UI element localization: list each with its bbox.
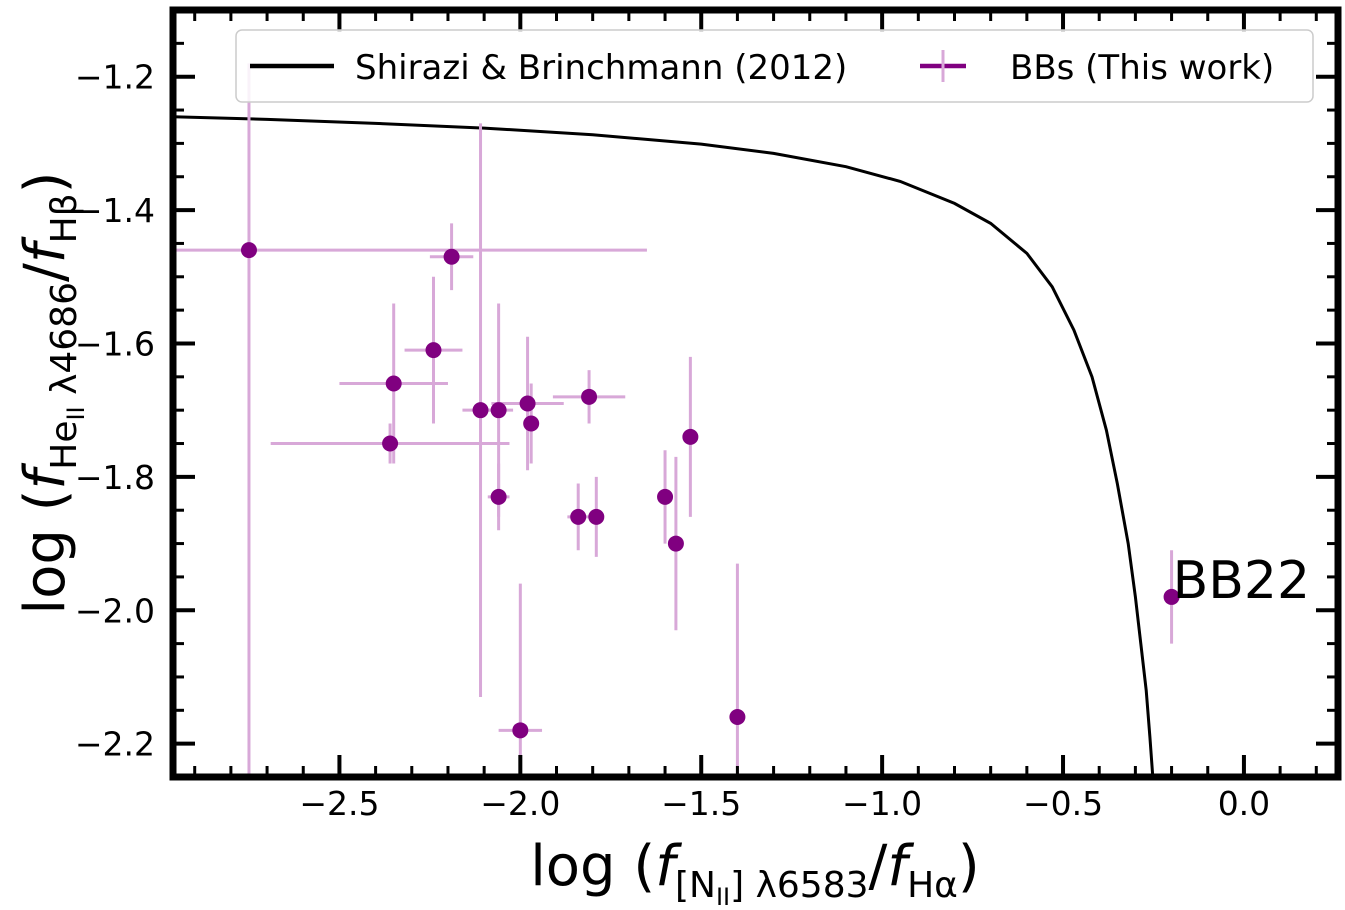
- data-point: [425, 342, 442, 359]
- data-point: [519, 395, 536, 412]
- x-tick-label: 0.0: [1218, 784, 1270, 823]
- data-point: [1163, 588, 1180, 605]
- legend-box: [235, 29, 1314, 103]
- data-point: [472, 402, 489, 419]
- x-tick-label: −2.5: [299, 784, 379, 823]
- y-axis-title: log (fHeII λ4686/fHβ): [13, 172, 90, 615]
- tick-labels: −2.5 −2.0 −1.5 −1.0 −0.5 0.0 −1.2 −1.4 −1.6 −1.8 −…: [75, 58, 1270, 823]
- data-point: [512, 722, 529, 739]
- data-point: [570, 508, 587, 525]
- y-tick-label: −1.6: [75, 324, 155, 363]
- shirazi-curve: [173, 115, 1155, 777]
- y-tick-label: −2.2: [75, 725, 155, 764]
- axis-ticks: [173, 8, 1338, 779]
- data-point: [657, 488, 674, 505]
- data-point: [682, 428, 699, 445]
- data-point: [382, 435, 399, 452]
- y-tick-label: −1.2: [75, 58, 155, 97]
- data-point: [588, 508, 605, 525]
- legend-label-points: BBs (This work): [1010, 48, 1274, 88]
- legend: Shirazi & Brinchmann (2012) BBs (This wo…: [235, 29, 1314, 103]
- data-point: [523, 415, 540, 432]
- x-tick-label: −1.0: [842, 784, 922, 823]
- data-point: [385, 375, 402, 392]
- data-layer: [173, 63, 1180, 777]
- y-tick-label: −1.4: [75, 191, 155, 230]
- data-point: [240, 242, 257, 259]
- x-tick-label: −1.5: [661, 784, 741, 823]
- x-axis-title: log (f[NII] λ6583/fHα): [530, 834, 980, 910]
- x-tick-label: −0.5: [1023, 784, 1103, 823]
- y-tick-label: −2.0: [75, 591, 155, 630]
- data-point: [490, 488, 507, 505]
- legend-label-curve: Shirazi & Brinchmann (2012): [355, 48, 847, 88]
- x-tick-label: −2.0: [480, 784, 560, 823]
- y-tick-label: −1.8: [75, 458, 155, 497]
- plot-frame: [169, 6, 1342, 781]
- data-point: [443, 248, 460, 265]
- data-point: [581, 388, 598, 405]
- data-point: [667, 535, 684, 552]
- data-point: [729, 708, 746, 725]
- data-point: [490, 402, 507, 419]
- annotation-bb22: BB22: [1173, 551, 1311, 611]
- plot-area: [173, 63, 1180, 777]
